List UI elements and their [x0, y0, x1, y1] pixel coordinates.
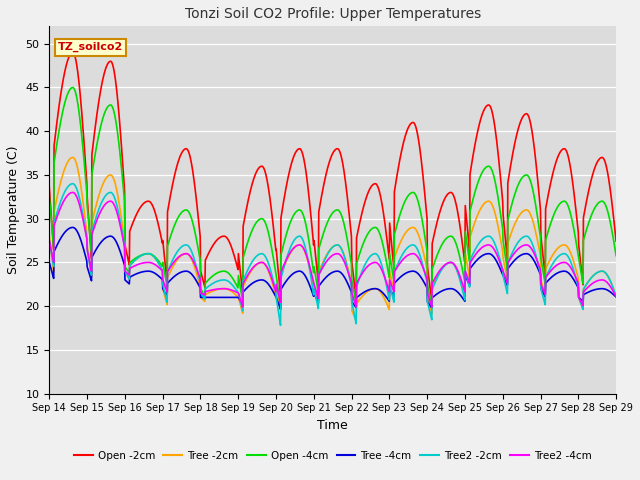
Open -2cm [45, 185, 53, 191]
Line: Tree -4cm: Tree -4cm [49, 228, 616, 310]
Tree2 -4cm [239, 304, 246, 310]
Tree -4cm [172, 272, 180, 278]
Open -4cm [45, 194, 53, 200]
Open -2cm [236, 258, 243, 264]
Tree -4cm [158, 276, 166, 282]
Tree -2cm [612, 293, 620, 299]
Open -4cm [612, 252, 620, 258]
Tree2 -2cm [45, 238, 53, 243]
Tree -4cm [45, 260, 53, 265]
Legend: Open -2cm, Tree -2cm, Open -4cm, Tree -4cm, Tree2 -2cm, Tree2 -4cm: Open -2cm, Tree -2cm, Open -4cm, Tree -4… [70, 446, 596, 465]
Tree -4cm [546, 276, 554, 282]
Open -2cm [612, 238, 620, 244]
Open -2cm [172, 168, 180, 173]
Open -4cm [158, 263, 166, 268]
Tree2 -4cm [158, 267, 166, 273]
Tree -2cm [422, 259, 429, 264]
Open -4cm [421, 235, 429, 241]
Tree2 -4cm [68, 190, 76, 195]
Open -4cm [428, 303, 436, 309]
Open -4cm [68, 84, 76, 90]
Tree -2cm [68, 155, 76, 160]
X-axis label: Time: Time [317, 419, 348, 432]
Tree2 -4cm [496, 258, 504, 264]
Tree2 -4cm [546, 269, 554, 275]
Tree2 -2cm [422, 273, 429, 279]
Open -2cm [496, 165, 504, 170]
Open -2cm [546, 185, 554, 191]
Open -4cm [172, 219, 180, 225]
Tree -4cm [68, 225, 76, 230]
Line: Open -2cm: Open -2cm [49, 52, 616, 300]
Tree -2cm [546, 258, 554, 264]
Open -4cm [496, 204, 504, 210]
Tree2 -4cm [172, 257, 180, 263]
Tree2 -2cm [172, 252, 180, 257]
Open -2cm [68, 49, 76, 55]
Tree2 -2cm [236, 294, 243, 300]
Line: Tree -2cm: Tree -2cm [49, 157, 616, 321]
Line: Tree2 -4cm: Tree2 -4cm [49, 192, 616, 307]
Open -4cm [546, 224, 554, 230]
Open -2cm [428, 298, 436, 303]
Tree2 -4cm [422, 271, 429, 277]
Tree -2cm [236, 298, 243, 303]
Tree -4cm [276, 307, 284, 312]
Line: Tree2 -2cm: Tree2 -2cm [49, 184, 616, 325]
Tree2 -2cm [158, 267, 166, 273]
Tree -4cm [236, 296, 243, 302]
Tree2 -2cm [546, 266, 554, 272]
Tree2 -4cm [45, 238, 53, 243]
Title: Tonzi Soil CO2 Profile: Upper Temperatures: Tonzi Soil CO2 Profile: Upper Temperatur… [184, 7, 481, 21]
Tree2 -2cm [496, 255, 504, 261]
Tree -2cm [158, 267, 166, 273]
Tree2 -4cm [612, 294, 620, 300]
Open -2cm [158, 238, 166, 244]
Tree -2cm [45, 233, 53, 239]
Tree2 -2cm [68, 181, 76, 187]
Tree -4cm [496, 264, 504, 270]
Tree -2cm [353, 318, 360, 324]
Tree -4cm [612, 294, 620, 300]
Open -2cm [421, 194, 429, 200]
Tree -4cm [422, 282, 429, 288]
Tree2 -2cm [612, 293, 620, 299]
Tree2 -4cm [236, 293, 243, 299]
Tree -2cm [496, 231, 504, 237]
Line: Open -4cm: Open -4cm [49, 87, 616, 306]
Tree -2cm [172, 259, 180, 265]
Tree2 -2cm [276, 323, 284, 328]
Y-axis label: Soil Temperature (C): Soil Temperature (C) [7, 146, 20, 274]
Text: TZ_soilco2: TZ_soilco2 [58, 42, 123, 52]
Open -4cm [236, 277, 243, 283]
